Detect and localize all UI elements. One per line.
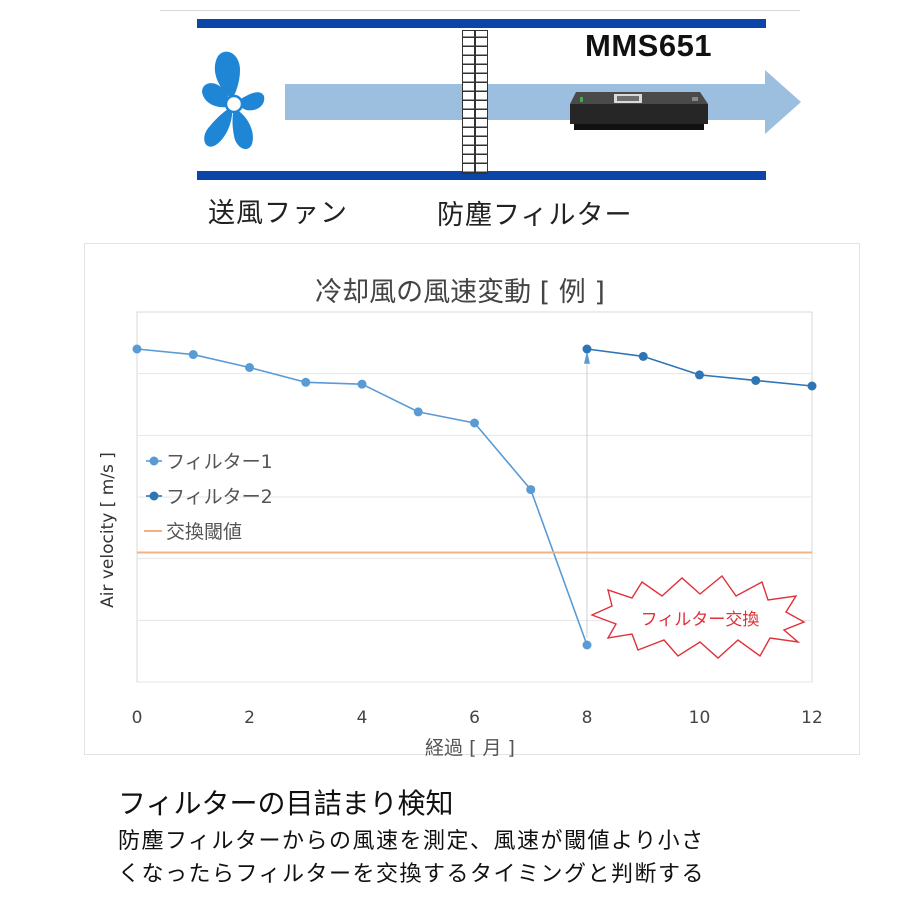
legend-label: フィルター1 (166, 451, 273, 473)
chart-title: 冷却風の風速変動 [ 例 ] (315, 277, 605, 308)
data-point (638, 351, 648, 361)
caption-line-1: 防塵フィルターからの風速を測定、風速が閾値より小さ (118, 829, 705, 854)
x-tick-label: 10 (689, 708, 711, 728)
data-point (413, 407, 423, 417)
data-point (807, 381, 817, 391)
legend-label: フィルター2 (166, 486, 273, 508)
filter-label: 防塵フィルター (437, 200, 633, 231)
data-point (582, 344, 592, 354)
data-point (301, 377, 311, 387)
legend-label: 交換閾値 (166, 521, 242, 543)
x-tick-label: 6 (469, 708, 480, 728)
starburst-callout (590, 574, 806, 659)
fan-label: 送風ファン (208, 198, 348, 229)
data-point (526, 485, 536, 495)
data-point (582, 640, 592, 650)
data-point (695, 370, 704, 380)
x-tick-label: 12 (801, 708, 823, 728)
fan-icon (202, 51, 265, 150)
data-point (188, 350, 198, 360)
callout-text: フィルター交換 (641, 610, 760, 630)
data-point (132, 344, 142, 354)
x-tick-label: 0 (132, 708, 143, 728)
data-point (245, 363, 254, 372)
data-point (751, 375, 761, 385)
legend-marker (149, 491, 159, 501)
sensor-device-icon (570, 92, 708, 130)
brick-filter-icon (462, 30, 488, 174)
series-line-2 (586, 348, 813, 387)
chart-panel (84, 243, 860, 755)
caption-line-2: くなったらフィルターを交換するタイミングと判断する (118, 862, 706, 887)
top-divider (160, 10, 800, 11)
duct-top-wall (197, 19, 766, 28)
x-tick-label: 8 (582, 708, 593, 728)
replacement-marker-arrow (584, 350, 590, 364)
duct-bottom-wall (197, 171, 766, 180)
caption-title: フィルターの目詰まり検知 (118, 787, 454, 820)
device-label: MMS651 (585, 28, 713, 63)
data-point (470, 418, 479, 428)
data-point (357, 379, 367, 389)
airflow-arrow-head (765, 70, 801, 134)
x-tick-label: 4 (357, 708, 368, 728)
legend-marker (149, 456, 159, 466)
x-tick-label: 2 (244, 708, 255, 728)
x-axis-label: 経過 [ 月 ] (425, 737, 515, 759)
